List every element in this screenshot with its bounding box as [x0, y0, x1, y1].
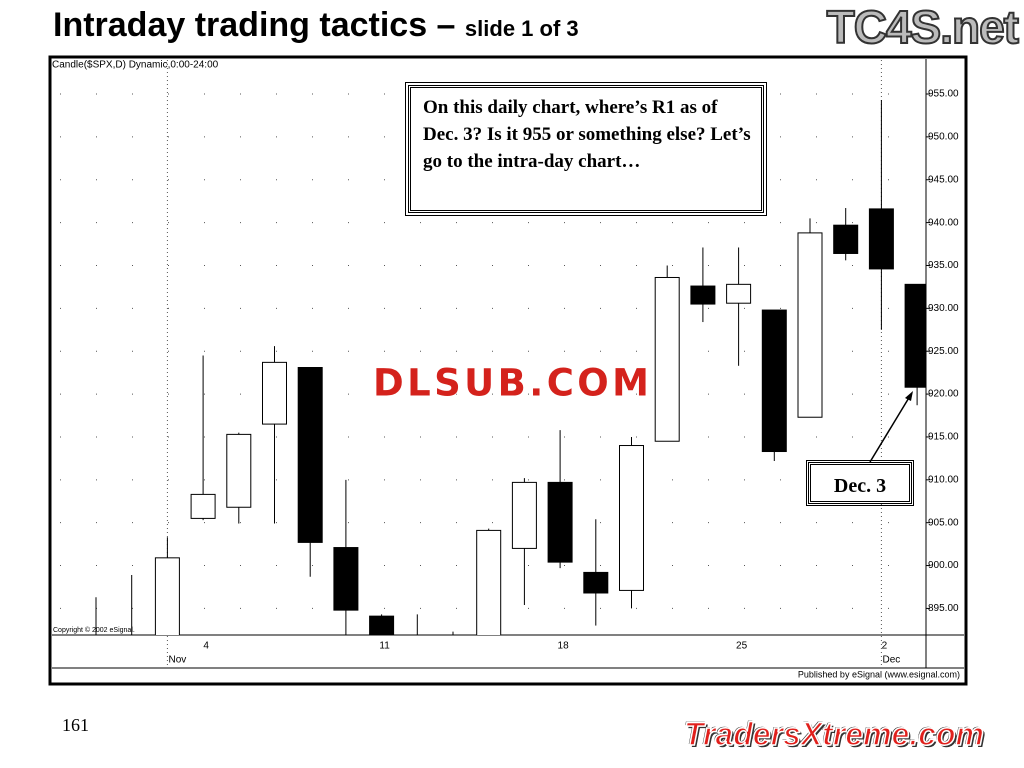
candles: [95, 100, 926, 768]
candle-body: [511, 481, 537, 549]
y-tick-label: 925.00: [928, 346, 959, 357]
y-tick-label: 895.00: [928, 603, 959, 614]
y-tick-label: 915.00: [928, 432, 959, 443]
candle-body: [297, 367, 323, 543]
annotation: On this daily chart, where’s R1 as of De…: [405, 82, 767, 216]
candle-body: [833, 224, 859, 254]
grid: [54, 60, 924, 668]
footer-logo: TradersXtreme.com: [683, 715, 985, 753]
candle-body: [405, 720, 429, 768]
y-tick-label: 945.00: [928, 174, 959, 185]
candle-body: [154, 557, 180, 635]
candle-body: [726, 283, 752, 304]
copyright: Copyright © 2002 eSignal.: [53, 626, 135, 634]
page-number: 161: [62, 715, 89, 735]
candle-body: [226, 433, 252, 508]
candle-body: [761, 309, 787, 453]
candle-body: [190, 493, 216, 519]
candle-body: [262, 361, 287, 425]
candle-body: [654, 276, 680, 442]
candle-body: [476, 529, 502, 635]
candle-body: [441, 716, 465, 720]
candle-body: [690, 285, 716, 305]
x-tick-label: 25: [736, 641, 748, 652]
callout-arrow: [869, 395, 911, 463]
slide-title: Intraday trading tactics – slide 1 of 3: [53, 6, 579, 45]
publisher: Published by eSignal (www.esignal.com): [798, 669, 960, 679]
x-tick-label: 11: [379, 641, 390, 652]
chart-header: Candle($SPX,D) Dynamic,0:00-24:00: [52, 60, 219, 71]
candle-body: [333, 547, 359, 611]
y-tick-label: 920.00: [928, 389, 959, 400]
candle-body: [797, 232, 823, 418]
slide-subtitle: slide 1 of 3: [464, 16, 579, 41]
x-tick-label: 18: [558, 641, 570, 652]
logo: TC4S.net: [826, 0, 1020, 54]
y-tick-label: 910.00: [928, 474, 959, 485]
candle-body: [369, 615, 395, 635]
month-label: Dec: [883, 655, 901, 666]
candle-body: [868, 208, 894, 270]
watermark: DLSUB.COM: [373, 362, 649, 405]
y-tick-label: 900.00: [928, 560, 959, 571]
title-text: Intraday trading tactics –: [53, 6, 456, 44]
y-tick-label: 940.00: [928, 217, 959, 228]
y-tick-label: 905.00: [928, 517, 959, 528]
month-label: Nov: [169, 655, 187, 666]
x-tick-label: 2: [882, 641, 888, 652]
candle-body: [547, 481, 573, 563]
y-tick-label: 950.00: [928, 132, 959, 143]
candle-body: [904, 283, 926, 388]
arrow-head: [905, 391, 913, 401]
candle-body: [619, 445, 644, 591]
y-tick-label: 935.00: [928, 260, 959, 271]
y-tick-label: 955.00: [928, 89, 959, 100]
y-tick-label: 930.00: [928, 303, 959, 314]
candle-body: [583, 571, 609, 594]
callout: Dec. 3: [806, 460, 914, 506]
x-tick-label: 4: [203, 641, 209, 652]
